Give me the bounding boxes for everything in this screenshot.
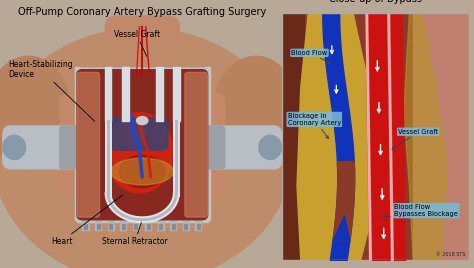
Bar [77,68,208,72]
FancyBboxPatch shape [185,72,208,217]
Bar [84,224,87,229]
Ellipse shape [137,117,148,125]
FancyBboxPatch shape [105,16,179,86]
Ellipse shape [82,75,202,214]
FancyBboxPatch shape [3,126,88,169]
Text: Vessel Graft: Vessel Graft [114,30,160,57]
Bar [156,67,163,121]
Ellipse shape [259,135,282,159]
Text: Heart: Heart [51,195,123,246]
FancyBboxPatch shape [179,94,225,196]
Bar [173,67,180,121]
Bar [157,67,162,220]
Ellipse shape [0,28,292,268]
Bar [172,224,174,229]
Bar [109,224,112,229]
Bar [120,217,126,230]
Bar [184,224,187,229]
Text: Blood Flow
Bypasses Blockage: Blood Flow Bypasses Blockage [383,204,458,218]
Polygon shape [297,13,379,260]
Ellipse shape [213,56,299,169]
Bar [97,224,100,229]
Ellipse shape [122,121,145,147]
FancyBboxPatch shape [77,67,208,220]
Bar [123,67,128,220]
Text: Heart-Stabilizing
Device: Heart-Stabilizing Device [9,60,95,121]
FancyBboxPatch shape [282,13,304,260]
FancyBboxPatch shape [60,94,105,196]
Ellipse shape [3,135,26,159]
Bar [122,67,128,121]
Bar [205,67,210,220]
Text: Blood Flow: Blood Flow [292,50,331,64]
Ellipse shape [111,158,173,185]
Ellipse shape [119,155,165,188]
Bar [134,224,137,229]
Bar [77,218,208,222]
Bar [197,224,200,229]
FancyBboxPatch shape [196,126,225,169]
Bar [122,224,125,229]
Ellipse shape [0,56,71,169]
Ellipse shape [105,113,173,193]
Bar [108,217,114,230]
Bar [157,217,164,230]
FancyBboxPatch shape [111,118,168,150]
Bar [82,217,89,230]
Text: Sternal Retractor: Sternal Retractor [102,222,168,246]
Bar [182,217,189,230]
Bar [74,67,79,220]
Bar [95,217,101,230]
FancyBboxPatch shape [413,13,469,260]
Bar [170,217,176,230]
Text: © 2018 STS: © 2018 STS [436,252,465,258]
Polygon shape [404,13,447,260]
Bar [145,217,151,230]
Bar [147,224,150,229]
Text: Close-up of Bypass: Close-up of Bypass [329,0,422,3]
Bar [133,217,139,230]
Bar [195,217,201,230]
Bar [105,67,111,121]
FancyBboxPatch shape [77,70,208,220]
Text: Blockage in
Coronary Artery: Blockage in Coronary Artery [288,113,341,139]
Bar [159,224,162,229]
FancyBboxPatch shape [77,72,100,217]
FancyBboxPatch shape [60,126,88,169]
Text: Vessel Graft: Vessel Graft [392,129,438,149]
Text: Off-Pump Coronary Artery Bypass Grafting Surgery: Off-Pump Coronary Artery Bypass Grafting… [18,7,266,17]
FancyBboxPatch shape [196,126,282,169]
